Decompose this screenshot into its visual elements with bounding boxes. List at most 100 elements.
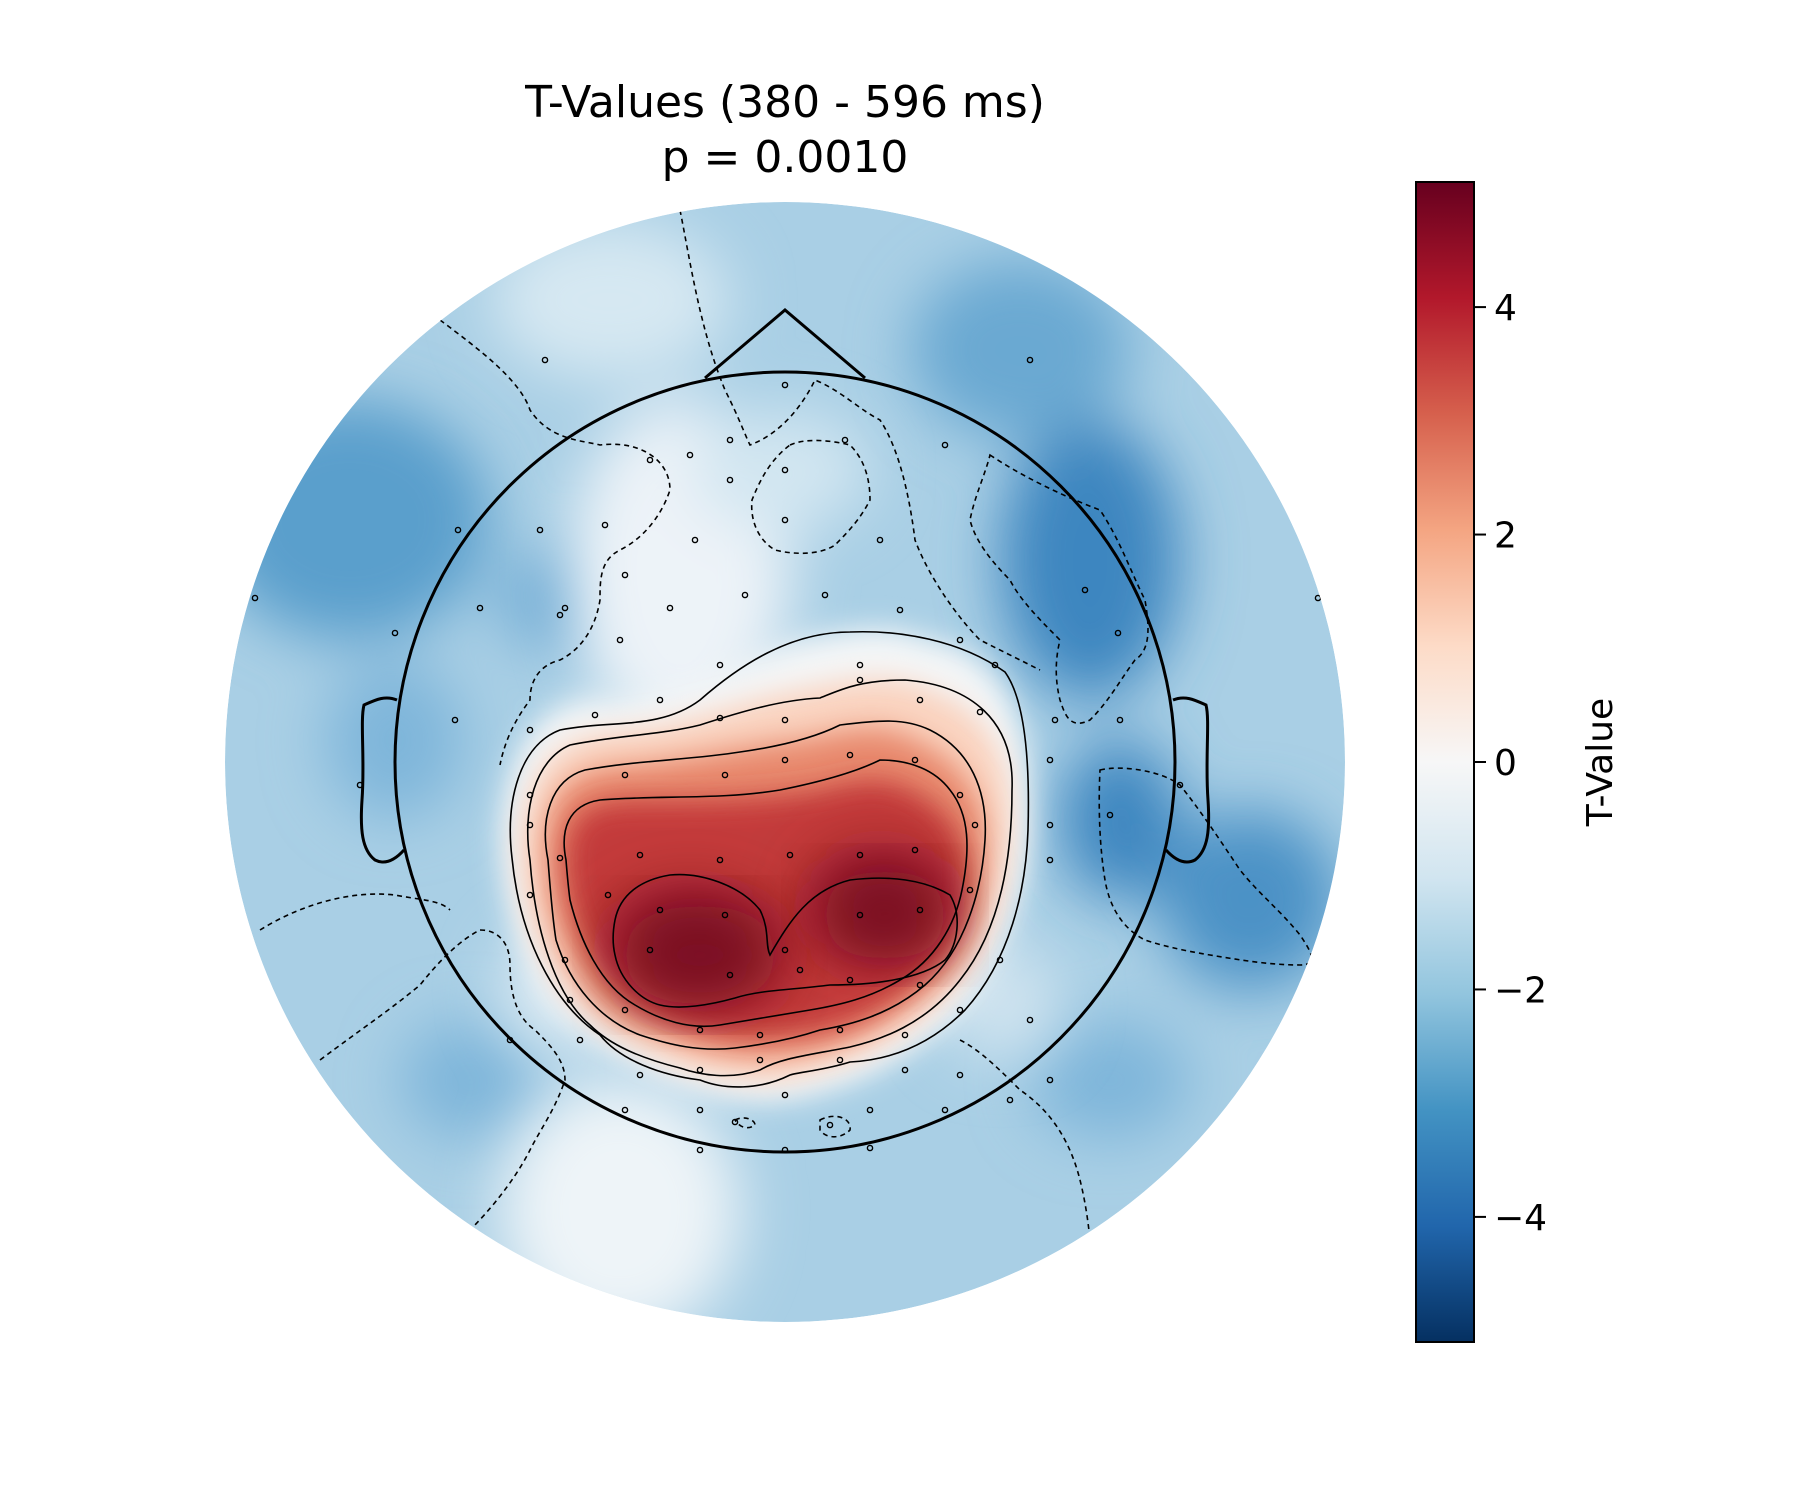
sensor-marker — [996, 956, 1004, 964]
sensor-marker — [941, 441, 949, 449]
sensor-marker — [781, 716, 789, 724]
sensor-marker — [726, 436, 734, 444]
sensor-marker — [1046, 1076, 1054, 1084]
positive-region — [500, 628, 1031, 1102]
contour-lines — [259, 209, 1313, 1241]
contour-negative-bottom-small-2 — [819, 1115, 851, 1138]
sensor-marker — [556, 611, 564, 619]
contour-positive-2 — [526, 679, 1013, 1077]
sensor-marker — [836, 1026, 844, 1034]
sensor-marker — [1046, 756, 1054, 764]
sensor-marker — [526, 791, 534, 799]
sensor-marker — [856, 661, 864, 669]
sensor-marker — [836, 1056, 844, 1064]
sensor-marker — [781, 516, 789, 524]
colorbar-tick-label: 2 — [1494, 516, 1517, 557]
sensor-marker — [526, 726, 534, 734]
colorbar-tick-label: −2 — [1494, 970, 1547, 1011]
sensor-marker — [1006, 1096, 1014, 1104]
sensor-marker — [696, 1026, 704, 1034]
sensor-marker — [846, 751, 854, 759]
colorbar-label: T-Value — [1580, 698, 1621, 827]
sensor-marker — [726, 971, 734, 979]
sensor-marker — [991, 661, 999, 669]
sensor-marker — [1051, 716, 1059, 724]
sensor-marker — [601, 521, 609, 529]
sensor-marker — [621, 771, 629, 779]
sensor-marker — [956, 791, 964, 799]
sensor-marker — [604, 891, 612, 899]
sensor-marker — [976, 708, 984, 716]
colorbar: 4 2 0 −2 −4 T-Value — [1415, 181, 1621, 1343]
sensor-marker — [696, 1146, 704, 1154]
sensor-marker — [866, 1144, 874, 1152]
sensor-marker — [451, 716, 459, 724]
sensor-marker — [876, 536, 884, 544]
sensor-marker — [616, 636, 624, 644]
chart-title: T-Values (380 - 596 ms) — [524, 77, 1045, 128]
sensor-marker — [621, 1006, 629, 1014]
sensor-marker — [941, 1106, 949, 1114]
chart-subtitle: p = 0.0010 — [662, 132, 909, 183]
sensor-marker — [956, 636, 964, 644]
sensor-marker — [916, 696, 924, 704]
sensor-marker — [556, 854, 564, 862]
sensor-marker — [896, 606, 904, 614]
head-outline — [359, 308, 1211, 1154]
sensor-marker — [826, 1121, 834, 1129]
sensor-marker — [391, 629, 399, 637]
colorbar-ticks: 4 2 0 −2 −4 — [1474, 288, 1547, 1239]
sensor-marker — [541, 356, 549, 364]
sensor-marker — [901, 1066, 909, 1074]
sensor-marker — [646, 946, 654, 954]
sensor-marker — [1116, 716, 1124, 724]
sensor-markers — [251, 356, 1322, 1154]
left-ear-outline — [359, 696, 406, 864]
sensor-marker — [956, 1071, 964, 1079]
sensor-marker — [666, 604, 674, 612]
sensor-marker — [966, 886, 974, 894]
sensor-marker — [1046, 821, 1054, 829]
sensor-marker — [721, 911, 729, 919]
contour-negative-lower-left — [259, 893, 451, 931]
sensor-marker — [956, 1006, 964, 1014]
sensor-marker — [1026, 356, 1034, 364]
contour-positive-1 — [509, 630, 1030, 1088]
sensor-marker — [856, 911, 864, 919]
contour-negative-bottom-right — [959, 1039, 1091, 1241]
sensor-marker — [821, 591, 829, 599]
sensor-marker — [911, 756, 919, 764]
contour-negative-bottom-left — [319, 929, 566, 1231]
contour-positive-4 — [563, 759, 968, 1028]
sensor-marker — [1046, 856, 1054, 864]
sensor-marker — [1106, 811, 1114, 819]
sensor-marker — [781, 381, 789, 389]
colorbar-tick-label: 4 — [1494, 288, 1517, 329]
sensor-marker — [796, 966, 804, 974]
sensor-marker — [686, 451, 694, 459]
sensor-marker — [526, 891, 534, 899]
sensor-marker — [786, 851, 794, 859]
sensor-marker — [856, 676, 864, 684]
sensor-marker — [781, 1091, 789, 1099]
sensor-marker — [1114, 629, 1122, 637]
sensor-marker — [656, 696, 664, 704]
sensor-marker — [561, 956, 569, 964]
sensor-marker — [781, 946, 789, 954]
sensor-marker — [526, 821, 534, 829]
sensor-marker — [781, 756, 789, 764]
sensor-marker — [636, 851, 644, 859]
sensor-marker — [621, 571, 629, 579]
sensor-marker — [561, 604, 569, 612]
sensor-marker — [646, 456, 654, 464]
sensor-marker — [756, 1031, 764, 1039]
nose-outline — [704, 308, 866, 380]
sensor-marker — [781, 466, 789, 474]
colorbar-tick-label: 0 — [1494, 743, 1517, 784]
sensor-marker — [916, 981, 924, 989]
sensor-marker — [566, 996, 574, 1004]
sensor-marker — [716, 856, 724, 864]
sensor-marker — [741, 591, 749, 599]
sensor-marker — [856, 851, 864, 859]
